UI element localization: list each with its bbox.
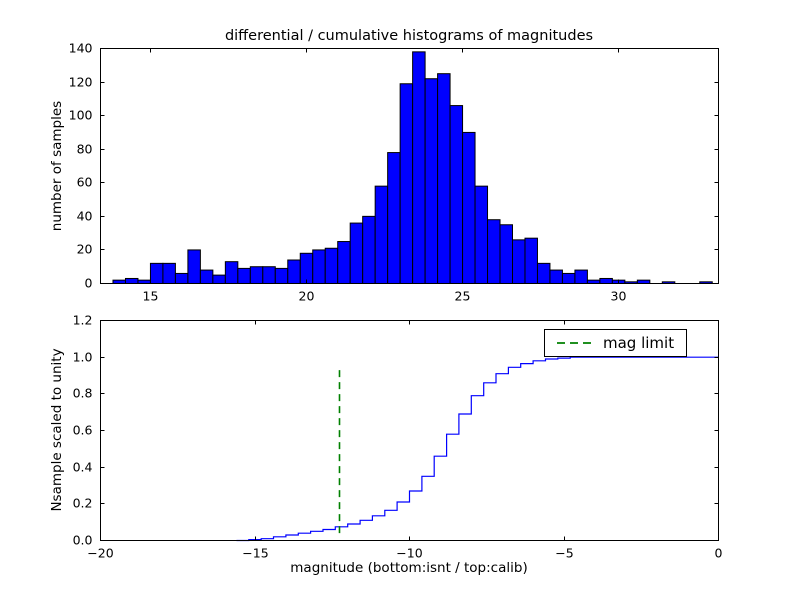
top-xtick-label: 30 [611, 289, 627, 304]
histogram-bar [224, 261, 239, 284]
top-ytick-label: 20 [77, 242, 93, 257]
histogram-bar [124, 277, 139, 285]
legend: mag limit [544, 329, 688, 357]
top-y-axis-label: number of samples [49, 100, 65, 232]
bottom-ytick-label: 0.0 [73, 533, 93, 548]
histogram-bar [512, 239, 526, 285]
top-xtick-label: 25 [455, 289, 471, 304]
histogram-bar [362, 215, 376, 285]
histogram-bar [549, 269, 563, 285]
bottom-ytick-label: 1.0 [73, 350, 93, 365]
histogram-bar [499, 224, 513, 284]
histogram-bar [149, 262, 164, 285]
histogram-bar [536, 262, 551, 285]
histogram-bar [561, 272, 576, 284]
x-axis-label: magnitude (bottom:isnt / top:calib) [290, 560, 528, 576]
bottom-xtick-label: −10 [396, 546, 422, 561]
histogram-bar [524, 237, 538, 285]
legend-dashed-line-icon [557, 342, 593, 344]
top-axes-frame [100, 48, 719, 284]
bottom-xtick-label: −15 [242, 546, 268, 561]
bottom-ytick-label: 0.6 [73, 423, 93, 438]
histogram-bar [237, 267, 251, 284]
histogram-bar [574, 269, 588, 285]
histogram-bar [112, 279, 126, 284]
histogram-bar [249, 266, 264, 285]
cumulative-step-line [236, 356, 719, 542]
bottom-xtick-label: 0 [715, 546, 723, 561]
top-ytick-label: 80 [77, 142, 93, 157]
histogram-bar [199, 269, 214, 285]
histogram-bar [462, 131, 476, 284]
top-ytick-label: 140 [69, 41, 93, 56]
bottom-axes-frame [100, 320, 719, 541]
histogram-bar [324, 247, 339, 284]
histogram-bar [636, 279, 651, 284]
top-xtick-label: 20 [299, 289, 315, 304]
histogram-bar [487, 219, 501, 284]
top-ytick-label: 60 [77, 175, 93, 190]
histogram-bar [399, 83, 414, 284]
histogram-bar [474, 185, 489, 284]
bottom-ytick-label: 1.2 [73, 313, 93, 328]
bottom-xtick-label: −20 [87, 546, 113, 561]
top-ytick-label: 120 [69, 75, 93, 90]
histogram-bar [599, 277, 613, 285]
bottom-y-axis-label: Nsample scaled to unity [49, 348, 65, 512]
bottom-xtick-label: −5 [555, 546, 573, 561]
top-ytick-label: 0 [85, 276, 93, 291]
histogram-bar [586, 279, 601, 284]
histogram-bar [337, 241, 351, 285]
histogram-bar [374, 185, 389, 284]
bottom-ytick-label: 0.2 [73, 496, 93, 511]
bottom-ytick-label: 0.4 [73, 460, 93, 475]
histogram-bar [349, 222, 364, 284]
histogram-bar [387, 152, 401, 284]
bottom-ytick-label: 0.8 [73, 386, 93, 401]
histogram-bar [274, 267, 289, 284]
histogram-bar [162, 262, 176, 285]
legend-label: mag limit [603, 334, 675, 352]
top-ytick-label: 100 [69, 108, 93, 123]
histogram-bar [299, 252, 314, 285]
histogram-bar [287, 259, 301, 284]
histogram-bar [137, 279, 151, 284]
histogram-bar [312, 249, 326, 285]
histogram-bar [174, 272, 189, 284]
histogram-bar [449, 105, 464, 284]
histogram-bar [187, 249, 201, 285]
chart-title: differential / cumulative histograms of … [224, 28, 594, 44]
histogram-bar [262, 266, 276, 285]
histogram-bar [424, 78, 439, 285]
histogram-bar [437, 73, 451, 284]
histogram-bar [412, 51, 426, 284]
top-xtick-label: 15 [143, 289, 159, 304]
histogram-bar [212, 274, 226, 285]
top-ytick-label: 40 [77, 209, 93, 224]
